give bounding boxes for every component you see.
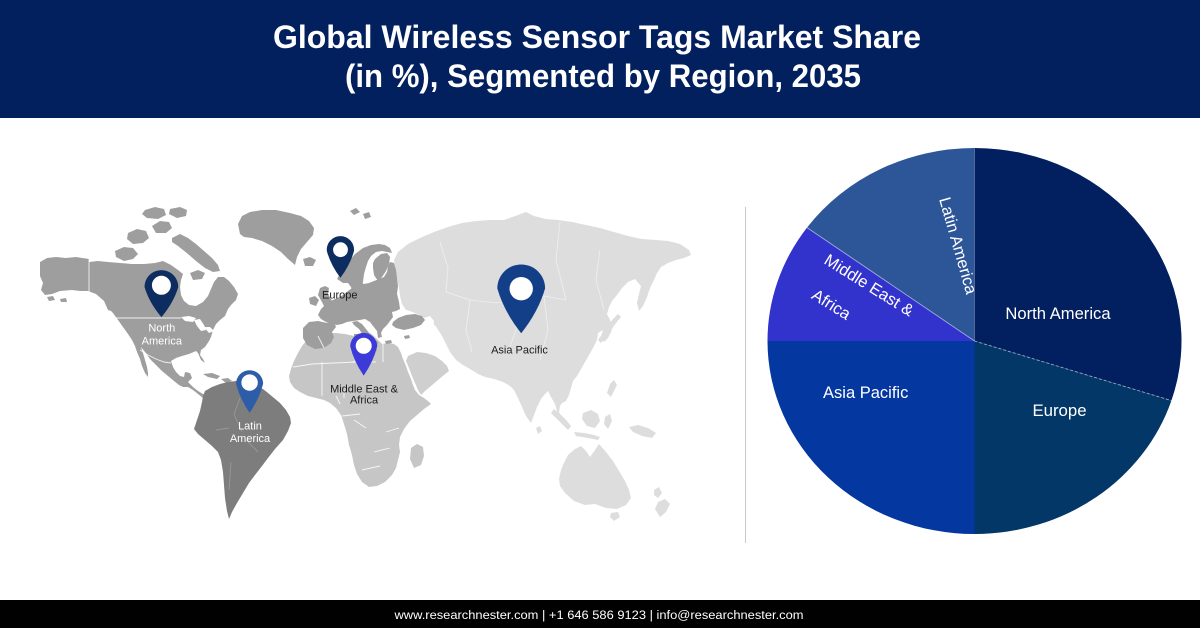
svg-text:North: North — [148, 322, 175, 334]
svg-text:Africa: Africa — [350, 395, 379, 407]
svg-text:www.researchnester.com | +1 64: www.researchnester.com | +1 646 586 9123… — [393, 608, 803, 622]
svg-text:Middle East &: Middle East & — [330, 384, 399, 396]
svg-text:Asia Pacific: Asia Pacific — [491, 345, 548, 357]
svg-text:Global Wireless Sensor Tags Ma: Global Wireless Sensor Tags Market Share — [273, 19, 921, 55]
svg-text:Europe: Europe — [322, 289, 357, 301]
svg-text:Asia Pacific: Asia Pacific — [823, 384, 908, 402]
svg-text:North America: North America — [1005, 304, 1111, 323]
svg-text:(in %), Segmented by Region, 2: (in %), Segmented by Region, 2035 — [345, 58, 861, 94]
svg-text:Latin: Latin — [238, 421, 262, 433]
svg-text:Europe: Europe — [1032, 401, 1086, 420]
svg-text:America: America — [142, 336, 183, 348]
svg-text:America: America — [230, 433, 271, 445]
